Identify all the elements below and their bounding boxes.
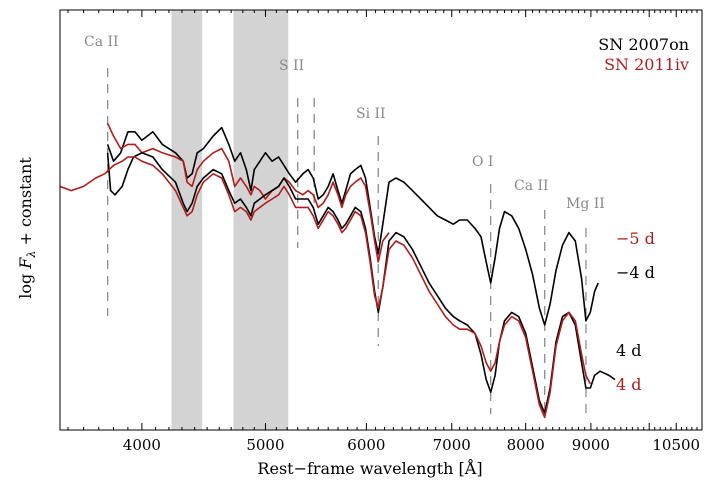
line-label: Mg II [566,196,605,212]
spectrum-line-1 [106,123,390,263]
y-axis-label-sub: λ [25,251,38,259]
line-id-markers: Ca II S II Si II O I Ca II Mg II [84,34,605,414]
y-axis-label-prefix: log [16,269,35,299]
spectrum-line-2 [106,152,616,414]
line-label: Si II [356,106,386,122]
epoch-label: −4 d [616,263,655,282]
y-axis-label-f: F [16,257,35,270]
spectrum-line-3 [59,156,592,419]
line-label: S II [279,58,304,74]
y-axis-label-suffix: + constant [16,157,35,251]
shaded-bands [171,10,289,430]
x-tick-label: 4000 [123,436,161,454]
x-tick-labels: 4000 5000 6000 7000 8000 9000 10500 [123,436,700,454]
legend-entry: SN 2007on [598,35,689,54]
epoch-label: 4 d [616,341,642,360]
plot-frame [59,9,703,431]
shaded-band-0 [171,10,203,430]
legend-entry: SN 2011iv [604,55,689,74]
y-axis-label: log Fλ + constant [16,157,38,299]
x-tick-label: 7000 [433,436,471,454]
x-tick-label: 10500 [652,436,700,454]
spectrum-line-0 [106,126,599,326]
x-tick-label: 5000 [246,436,284,454]
shaded-band-1 [233,10,289,430]
epoch-label: 4 d [616,375,642,394]
x-tick-label: 8000 [507,436,545,454]
line-label: Ca II [514,178,549,194]
line-label: O I [472,154,493,170]
axis-ticks [67,10,698,430]
epoch-labels: −5 d −4 d 4 d 4 d [616,229,655,394]
x-axis-label: Rest−frame wavelength [Å] [257,458,482,478]
spectra-series [59,123,616,419]
x-tick-label: 6000 [347,436,385,454]
x-tick-label: 9000 [572,436,610,454]
line-label: Ca II [84,34,119,50]
epoch-label: −5 d [616,229,655,248]
